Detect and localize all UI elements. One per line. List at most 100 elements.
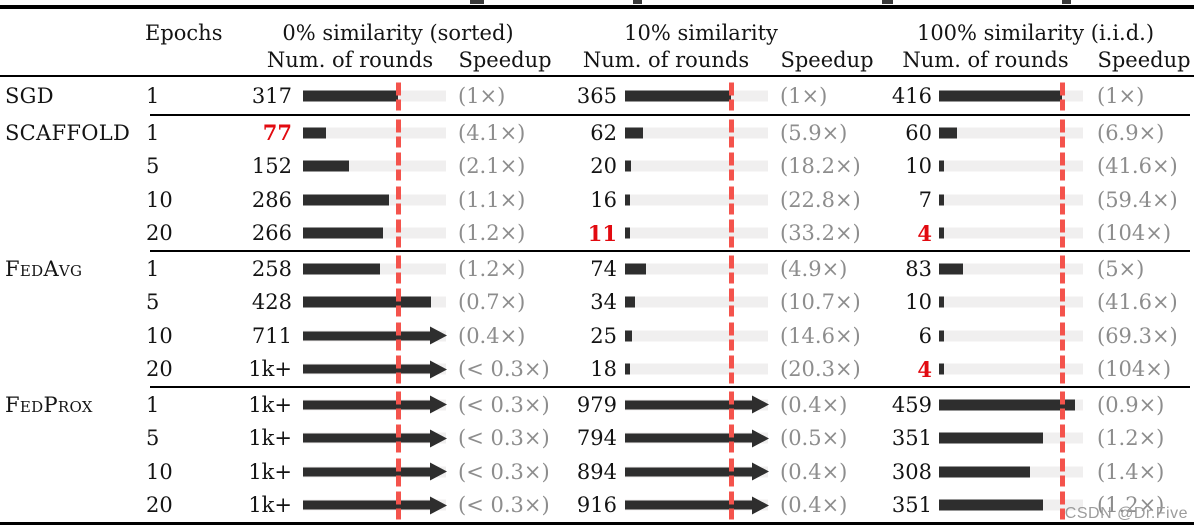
sgd-baseline-marker-icon [1059,458,1065,487]
rounds-bar [303,90,399,101]
table-row: 10 286 (1.1×) 16 (22.8×) 7 (59.4×) [0,183,1194,217]
bar-arrowhead-icon [430,429,447,448]
rounds-bar-cell [292,422,455,456]
table-row: 5 1k+ (< 0.3×) 794 (0.5×) 351 (1.2×) [0,422,1194,456]
table-row: FedAvg 1 258 (1.2×) 74 (4.9×) 83 (5×) [0,252,1194,286]
rounds-bar-cell [292,252,455,286]
row-group: FedProx 1 1k+ (< 0.3×) 979 (0.4×) 459 (0.9×) 5 1k… [0,388,1194,522]
rounds-bar-cell [932,77,1094,114]
table-row: FedProx 1 1k+ (< 0.3×) 979 (0.4×) 459 (0.9×) [0,388,1194,422]
sgd-baseline-marker-icon [1059,424,1065,453]
rounds-value: 351 [891,493,932,518]
rounds-bar [625,400,753,410]
rounds-bar [303,296,432,308]
bar-arrowhead-icon [430,462,447,481]
rounds-bar-cell [292,489,455,523]
speedup-value: (0.4×) [780,392,848,417]
rounds-value: 416 [891,83,932,108]
rounds-bar-track [303,391,447,420]
rounds-bar-track [939,186,1083,215]
sgd-baseline-marker-icon [1059,255,1065,284]
speedup-value: (< 0.3×) [458,493,550,518]
rounds-bar-cell [617,252,777,286]
sgd-baseline-marker-icon [728,255,734,284]
rounds-value: 25 [590,323,617,348]
rounds-bar-cell [932,489,1094,523]
speedup-value: (1.2×) [1097,493,1165,518]
speedup-value: (1×) [780,83,828,108]
speedup-value: (4.1×) [458,120,526,145]
rounds-bar [625,160,631,172]
rounds-value: 916 [576,493,617,518]
rounds-bar-cell [932,150,1094,184]
method-label: FedProx [5,392,93,417]
rounds-bar-track [303,458,447,487]
rounds-bar-cell [932,353,1094,387]
rounds-bar-cell [617,422,777,456]
speedup-value: (2.1×) [458,154,526,179]
rounds-bar [625,467,753,477]
rounds-bar-track [625,255,768,284]
rounds-value: 16 [590,187,617,212]
rounds-value: 317 [251,83,292,108]
speedup-value: (< 0.3×) [458,357,550,382]
rounds-bar [939,466,1030,478]
speedup-value: (41.6×) [1097,154,1178,179]
bar-arrowhead-icon [430,395,447,414]
rounds-value: 459 [891,392,932,417]
rounds-bar-cell [292,183,455,217]
rounds-bar [939,263,964,275]
sgd-baseline-marker-icon [728,119,734,148]
speedup-value: (22.8×) [780,187,861,212]
row-group: SCAFFOLD 1 77 (4.1×) 62 (5.9×) 60 (6.9×) 5 152 (2.… [0,116,1194,250]
rounds-bar-track [939,424,1083,453]
rounds-bar [939,194,944,206]
rounds-bar [303,227,383,239]
rounds-bar [939,363,944,375]
rounds-value: 20 [590,154,617,179]
epochs-value: 1 [146,256,160,281]
rounds-subheader: Num. of rounds [266,48,434,72]
rounds-bar [939,296,944,308]
sgd-baseline-marker-icon [1059,219,1065,248]
rounds-bar-track [303,219,446,248]
header-row-subheaders: Num. of rounds Speedup Num. of rounds Sp… [0,45,1194,75]
rounds-bar-cell [932,388,1094,422]
table-row: 5 152 (2.1×) 20 (18.2×) 10 (41.6×) [0,150,1194,184]
rounds-bar-track [303,491,447,520]
rounds-value: 62 [590,120,617,145]
rounds-bar [939,90,1062,101]
epochs-value: 1 [146,392,160,417]
group-separator-rule [150,386,1190,388]
rounds-value: 351 [891,426,932,451]
rounds-bar-cell [292,116,455,150]
rounds-bar-cell [292,353,455,387]
speedup-value: (41.6×) [1097,290,1178,315]
rounds-bar [303,263,381,275]
sgd-baseline-marker-icon [396,219,402,248]
speedup-value: (1.2×) [458,221,526,246]
sgd-baseline-marker-icon [728,288,734,317]
bar-arrowhead-icon [430,326,447,345]
rounds-bar-track [303,424,447,453]
rounds-value: 11 [587,220,617,246]
rounds-value: 152 [251,154,292,179]
rounds-value: 365 [576,83,617,108]
sgd-baseline-marker-icon [1059,288,1065,317]
speedup-value: (0.7×) [458,290,526,315]
bar-arrowhead-icon [752,462,769,481]
sgd-baseline-marker-icon [1059,119,1065,148]
speedup-value: (104×) [1097,221,1172,246]
rounds-value: 1k+ [248,426,292,451]
table-row: SGD 1 317 (1×) 365 (1×) 416 (1×) [0,77,1194,114]
rounds-bar-cell [617,116,777,150]
sgd-baseline-marker-icon [1059,186,1065,215]
rounds-bar [303,194,389,206]
sgd-baseline-marker-icon [1059,391,1065,420]
sgd-baseline-marker-icon [1059,82,1065,110]
table-row: 10 711 (0.4×) 25 (14.6×) 6 (69.3×) [0,319,1194,353]
method-label: SGD [5,83,54,108]
rounds-bar-cell [932,286,1094,320]
table-row: SCAFFOLD 1 77 (4.1×) 62 (5.9×) 60 (6.9×) [0,116,1194,150]
bar-arrowhead-icon [752,429,769,448]
